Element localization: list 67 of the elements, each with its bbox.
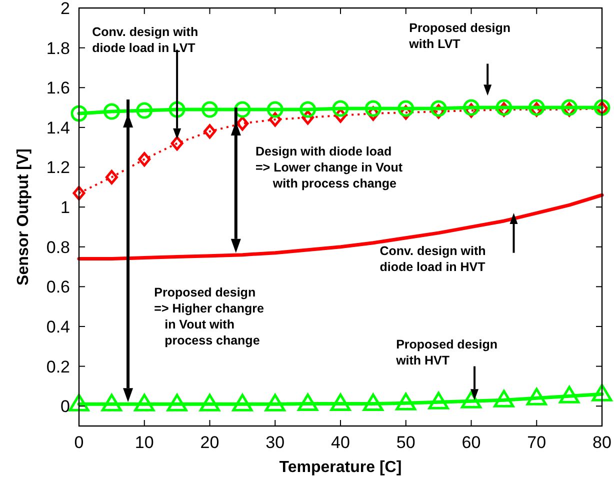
x-tick-label: 10 bbox=[134, 433, 154, 452]
point bbox=[204, 124, 216, 139]
point bbox=[300, 101, 316, 118]
x-tick-label: 60 bbox=[462, 433, 481, 452]
x-axis-title: Temperature [C] bbox=[279, 459, 402, 476]
x-tick-label: 30 bbox=[266, 433, 285, 452]
point bbox=[136, 102, 153, 119]
point bbox=[428, 392, 449, 410]
x-tick-label: 80 bbox=[592, 433, 612, 452]
point bbox=[105, 170, 118, 184]
point bbox=[494, 390, 514, 408]
annotation: Proposed design => Higher changre in Vout with process change bbox=[154, 286, 264, 348]
point bbox=[103, 103, 120, 120]
point bbox=[592, 384, 612, 402]
annotation: Design with diode load => Lower change in Vout with process change bbox=[256, 144, 404, 190]
annotation: Proposed design with HVT bbox=[395, 337, 498, 368]
x-tick-label: 70 bbox=[527, 433, 546, 452]
point bbox=[170, 136, 184, 151]
point bbox=[559, 386, 580, 404]
x-tick-label: 20 bbox=[200, 433, 220, 452]
point bbox=[526, 388, 547, 406]
y-tick-label: 1 bbox=[60, 198, 70, 218]
y-tick-label: 1.6 bbox=[46, 78, 70, 98]
point bbox=[166, 394, 188, 412]
y-tick-label: 0.2 bbox=[46, 357, 70, 376]
point bbox=[561, 99, 578, 116]
point bbox=[232, 394, 253, 412]
point bbox=[68, 394, 90, 412]
annotation: Conv. design with diode load in LVT bbox=[92, 24, 198, 55]
y-tick-label: 2 bbox=[60, 0, 70, 18]
y-tick-label: 1.8 bbox=[46, 38, 70, 58]
point bbox=[138, 152, 151, 167]
y-tick-label: 0.8 bbox=[46, 238, 70, 257]
point bbox=[70, 105, 88, 122]
point bbox=[330, 393, 351, 411]
point bbox=[528, 99, 545, 116]
x-tick-label: 40 bbox=[331, 433, 350, 452]
point bbox=[298, 393, 318, 411]
point bbox=[332, 100, 349, 117]
point bbox=[202, 101, 218, 118]
y-tick-label: 0 bbox=[60, 397, 70, 416]
y-tick-label: 0.6 bbox=[46, 278, 70, 297]
point bbox=[266, 101, 284, 118]
point bbox=[200, 394, 220, 412]
annotation: Conv. design with diode load in HVT bbox=[380, 244, 486, 274]
point bbox=[101, 394, 122, 412]
point bbox=[463, 99, 480, 116]
line-series bbox=[77, 193, 604, 261]
y-axis-title: Sensor Output [V] bbox=[15, 148, 32, 286]
point bbox=[134, 394, 155, 412]
x-tick-label: 0 bbox=[74, 433, 84, 452]
point bbox=[72, 186, 86, 200]
point bbox=[496, 99, 512, 116]
point bbox=[398, 100, 414, 117]
point bbox=[236, 116, 249, 131]
y-tick-label: 1.4 bbox=[46, 118, 70, 138]
point bbox=[396, 392, 416, 410]
point bbox=[362, 393, 384, 411]
point bbox=[430, 100, 447, 117]
y-tick-label: 1.2 bbox=[46, 158, 70, 178]
point bbox=[364, 100, 382, 117]
point bbox=[461, 390, 482, 408]
annotation: Proposed design with LVT bbox=[408, 20, 511, 51]
y-tick-label: 0.4 bbox=[46, 317, 70, 336]
point bbox=[264, 394, 286, 412]
x-tick-label: 50 bbox=[396, 433, 416, 452]
point bbox=[168, 101, 186, 118]
